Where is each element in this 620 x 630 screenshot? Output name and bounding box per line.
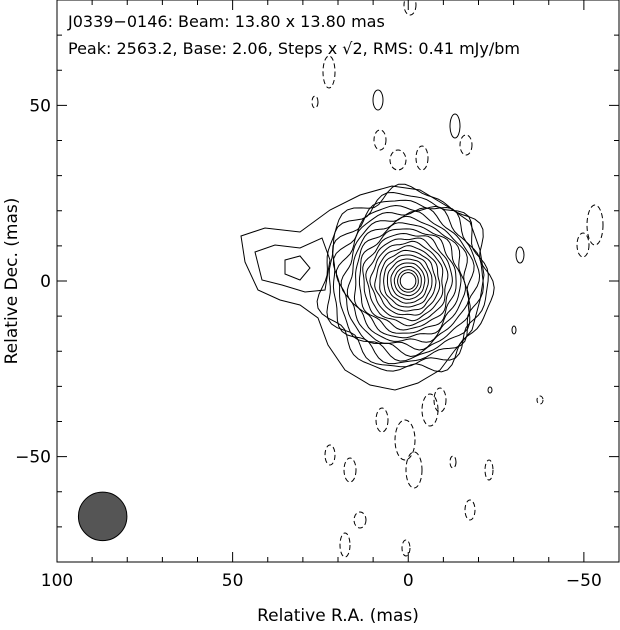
negative-contour <box>322 55 336 89</box>
y-tick-label: 50 <box>29 96 51 116</box>
sqrt-argument: 2 <box>352 39 362 58</box>
positive-contour <box>386 258 429 304</box>
y-tick-label: 0 <box>40 272 51 292</box>
x-axis-label: Relative R.A. (mas) <box>257 606 419 626</box>
x-tick-label: −50 <box>566 571 602 591</box>
positive-contour <box>379 249 437 312</box>
positive-contour <box>374 245 441 316</box>
sqrt-symbol: √ <box>342 39 353 58</box>
negative-contour <box>421 393 439 427</box>
header-line-2-part-a: Peak: 2563.2, Base: 2.06, Steps x <box>68 39 342 58</box>
y-tick-label: −50 <box>15 448 51 468</box>
positive-contour <box>326 191 489 368</box>
positive-contour <box>365 237 449 327</box>
header-line-1: J0339−0146: Beam: 13.80 x 13.80 mas <box>67 12 385 31</box>
positive-contour-jet-inner <box>284 255 311 281</box>
positive-contour <box>399 272 417 290</box>
negative-contour <box>339 532 351 558</box>
positive-contour <box>316 183 495 373</box>
positive-contour <box>397 269 419 293</box>
beam-ellipse <box>77 491 128 542</box>
positive-contour-outer <box>240 185 485 391</box>
positive-contour-island <box>487 386 493 394</box>
positive-contour-jet <box>254 237 331 293</box>
negative-contour <box>586 204 604 246</box>
negative-contour <box>536 395 544 405</box>
x-tick-label: 0 <box>403 571 414 591</box>
positive-contour <box>369 240 444 322</box>
negative-contour <box>576 232 590 258</box>
header-line-2: Peak: 2563.2, Base: 2.06, Steps x √2, RM… <box>68 39 520 58</box>
negative-contour <box>484 459 494 481</box>
positive-contours <box>240 89 525 394</box>
positive-contour-island <box>515 246 525 264</box>
negative-contour <box>459 134 473 156</box>
positive-contour <box>331 199 484 365</box>
negative-contour <box>464 499 476 521</box>
x-tick-label: 50 <box>222 571 244 591</box>
header-line-2-part-b: , RMS: 0.41 mJy/bm <box>363 39 520 58</box>
negative-contour <box>373 129 387 151</box>
negative-contour <box>353 511 367 529</box>
negative-contour <box>343 457 357 483</box>
negative-contour <box>394 419 416 461</box>
negative-contour <box>324 444 336 466</box>
positive-contour <box>340 210 470 351</box>
negative-contours <box>311 0 604 558</box>
positive-contour <box>383 254 433 308</box>
positive-contour <box>353 222 462 339</box>
positive-contour <box>332 204 481 362</box>
negative-contour <box>449 455 457 469</box>
negative-contour <box>403 0 417 16</box>
negative-contour <box>375 407 389 433</box>
positive-contour <box>362 232 453 331</box>
negative-contour <box>405 451 423 489</box>
positive-contour <box>390 262 426 300</box>
negative-contour <box>401 539 411 557</box>
positive-contour <box>346 215 466 343</box>
y-axis-label: Relative Dec. (mas) <box>2 198 22 365</box>
positive-contour <box>393 266 422 297</box>
negative-contour <box>311 95 319 109</box>
x-tick-label: 100 <box>41 571 73 591</box>
negative-contour <box>389 149 407 171</box>
positive-contour <box>335 207 475 358</box>
negative-contour <box>433 387 447 413</box>
positive-contour-island <box>511 325 517 335</box>
positive-contour-island <box>372 89 384 111</box>
positive-contour <box>358 228 457 334</box>
axis-ticks: 100 50 0 −50 50 0 −50 <box>15 0 620 591</box>
positive-contour-island <box>449 113 461 139</box>
negative-contour <box>415 145 429 171</box>
